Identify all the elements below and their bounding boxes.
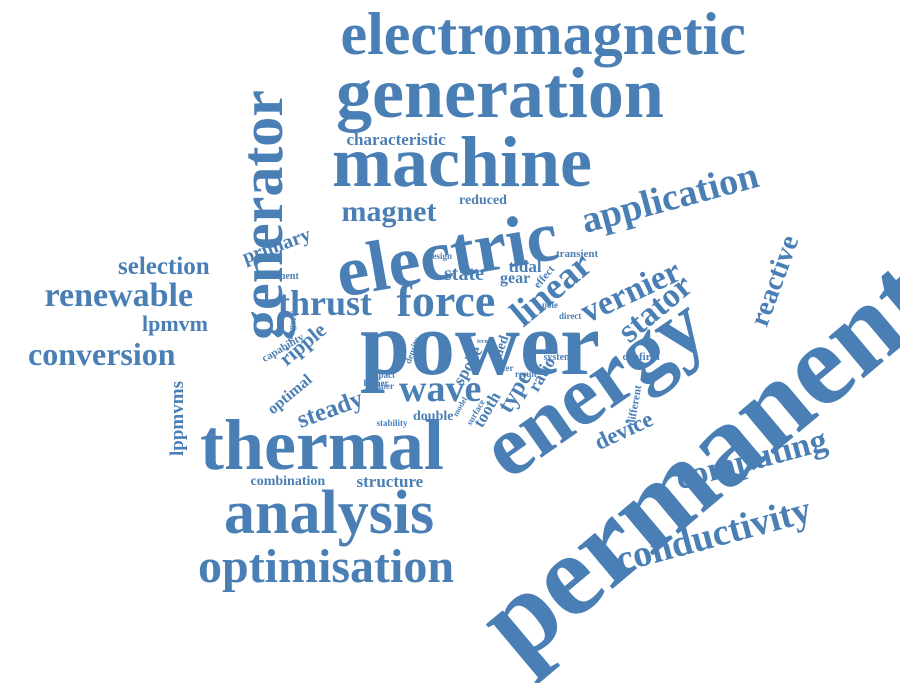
word-structure: structure [356, 471, 424, 491]
word-gear: gear [500, 270, 531, 287]
word-double: double [413, 409, 454, 424]
word-machine: machine [332, 122, 592, 202]
word-pole: pole [542, 299, 559, 310]
word-selection: selection [118, 252, 210, 280]
word-thermal: thermal [200, 405, 444, 485]
word-tidal: tidal [508, 256, 542, 276]
word-force: force [396, 275, 496, 326]
word-magnet: magnet [341, 195, 437, 228]
word-thrust: thrust [278, 283, 373, 323]
word-reduced: reduced [459, 193, 507, 208]
word-analysis: analysis [224, 479, 435, 547]
word-conversion: conversion [28, 336, 176, 372]
word-renewable: renewable [44, 277, 194, 314]
word-system: system [543, 352, 573, 363]
word-element: element [265, 271, 299, 282]
word-generation: generation [336, 53, 664, 133]
word-direct: direct [559, 310, 582, 321]
word-result: result [515, 368, 537, 379]
word-higher: higher [363, 377, 389, 388]
word-stability: stability [376, 417, 408, 428]
word-combination: combination [250, 474, 326, 489]
word-electromagnetic: electromagnetic [340, 1, 746, 67]
word-power: power [360, 295, 600, 394]
word-optimisation: optimisation [198, 540, 455, 593]
word-paper: paper [371, 380, 395, 391]
word-application: application [576, 154, 763, 242]
word-confirm: confirm [622, 350, 660, 363]
word-transient: transient [556, 247, 599, 260]
word-lpmvm: lpmvm [142, 311, 208, 336]
word-state: state [444, 263, 484, 285]
word-impact: impact [368, 369, 396, 380]
word-characteristic: characteristic [346, 129, 446, 149]
word-design: design [427, 250, 453, 261]
word-lppmvms: lppmvms [166, 380, 188, 456]
word-offer: offer [495, 362, 514, 373]
word-term: term [477, 339, 490, 345]
word-wave: wave [399, 368, 482, 410]
